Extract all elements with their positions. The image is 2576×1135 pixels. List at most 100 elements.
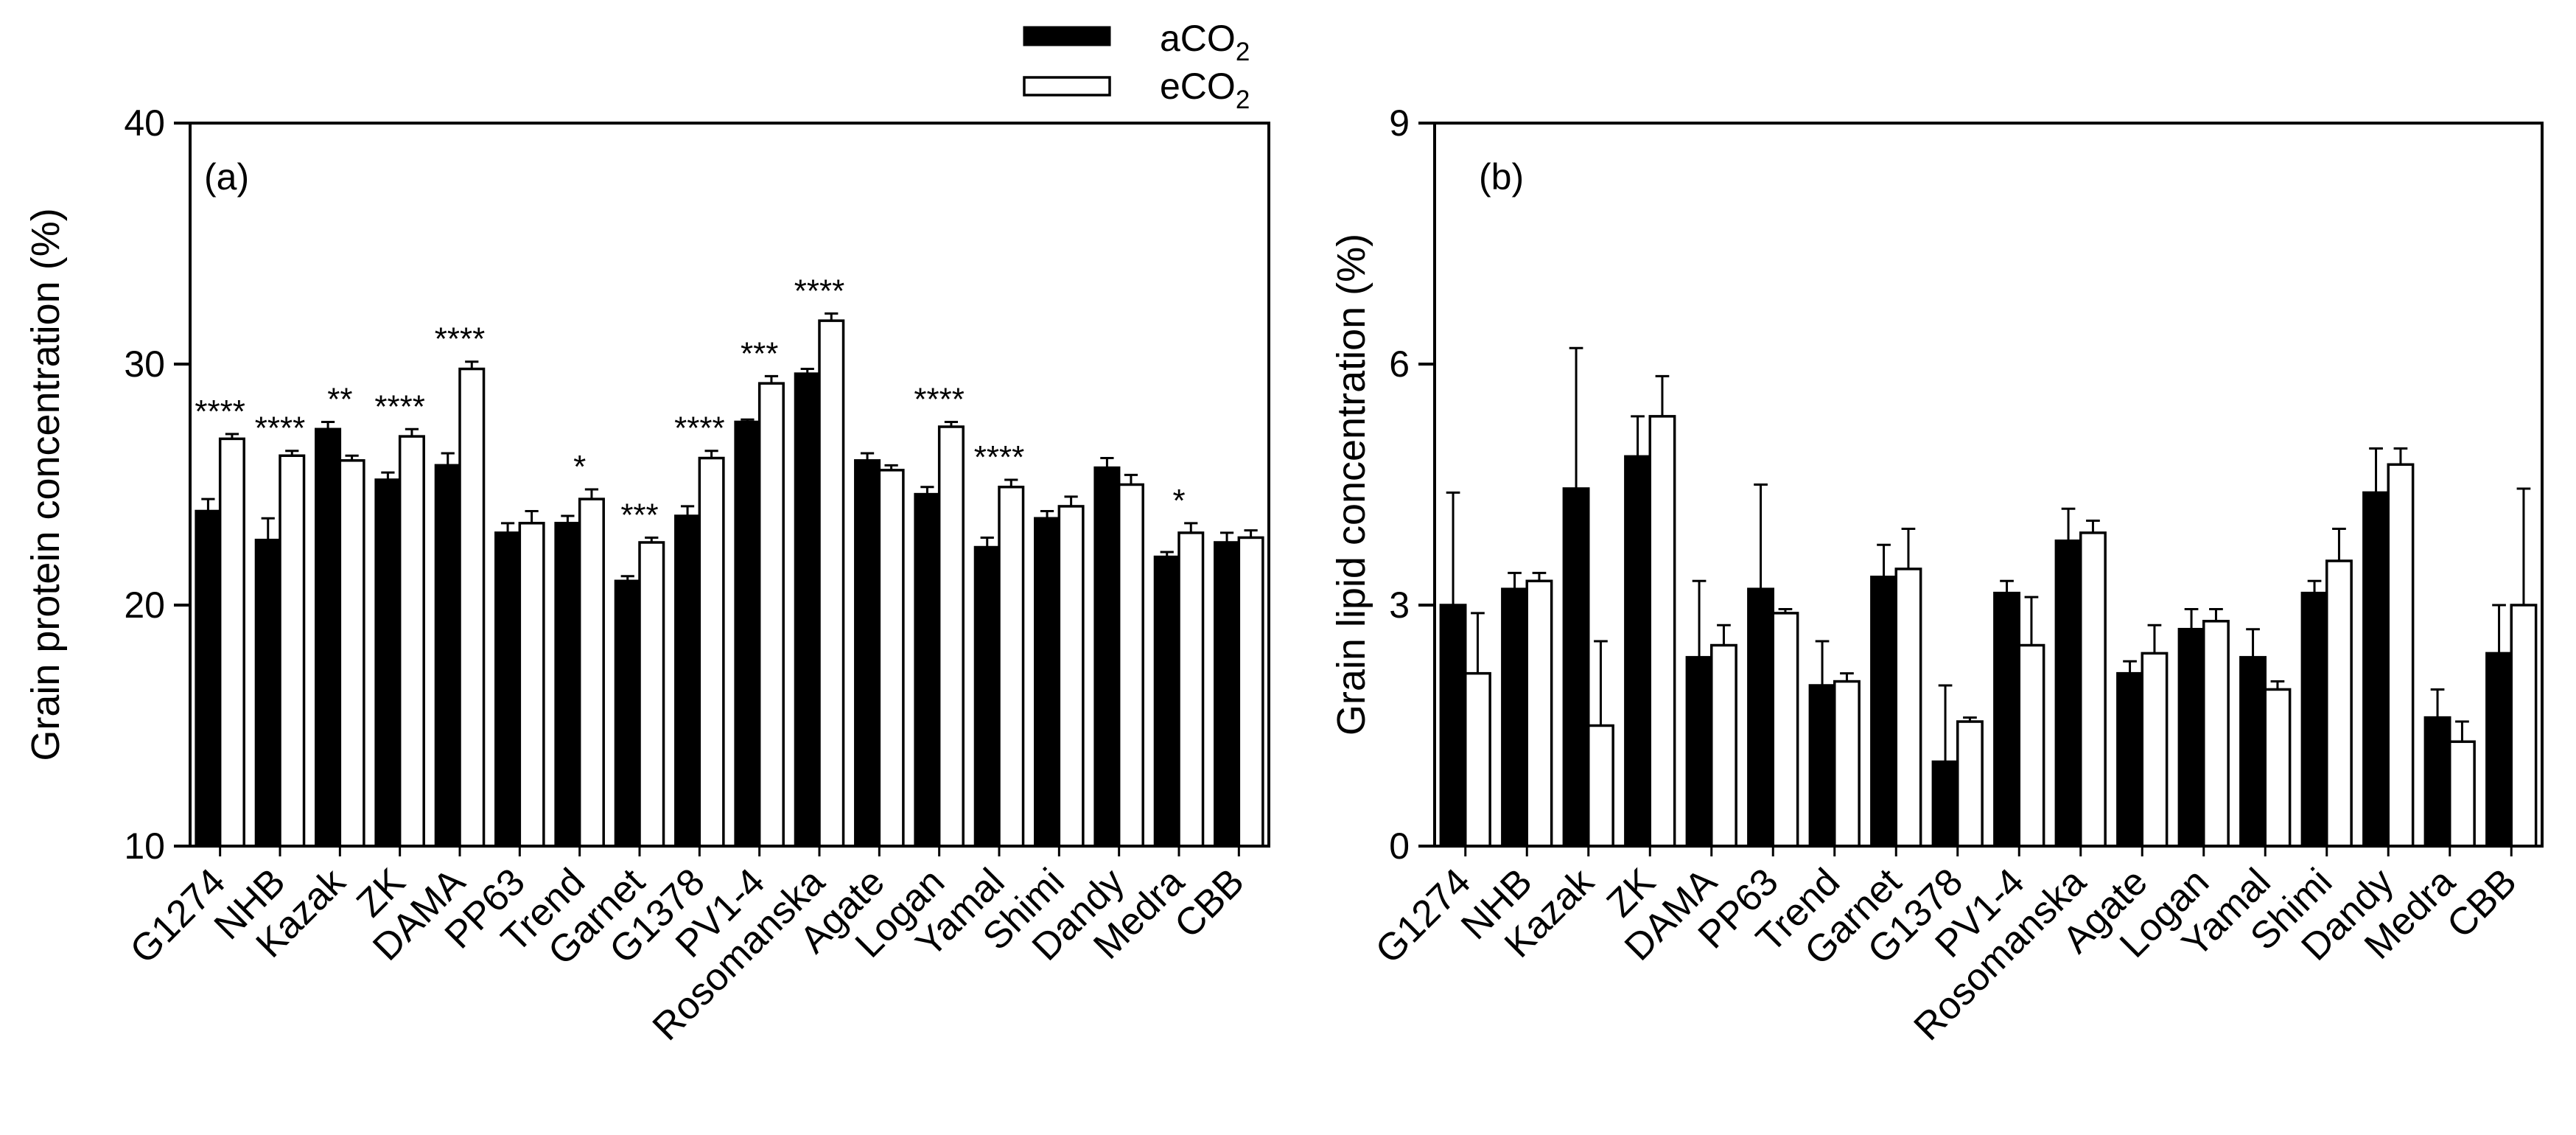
bar-eco2-garnet (638, 541, 665, 848)
panel-b-bars (1439, 346, 2538, 848)
bar-aco2-zk (1624, 455, 1652, 848)
bar-aco2-kazak (315, 427, 342, 848)
bar-eco2-g1274 (218, 437, 245, 848)
bar-eco2-dandy (2387, 463, 2415, 848)
bar-aco2-cbb (1214, 541, 1241, 848)
bar-eco2-logan (2202, 620, 2230, 848)
bar-eco2-dama (1710, 643, 1737, 848)
bar-eco2-medra (2449, 740, 2476, 848)
panel-b-lipid-chart: 0 3 6 9 G1274NHBKazakZKDAMAPP63TrendGarnetG… (1329, 102, 2544, 1049)
bar-aco2-g1274 (1439, 604, 1467, 848)
bar-eco2-rosomanska (818, 319, 845, 848)
panel-a-y-ticks: 10 20 30 40 (124, 102, 190, 867)
bar-eco2-kazak (338, 459, 365, 848)
bar-eco2-pp63 (1771, 612, 1799, 848)
bar-eco2-g1378 (698, 456, 725, 848)
bar-aco2-logan (914, 492, 941, 848)
bar-aco2-nhb (254, 538, 281, 848)
bar-eco2-agate (2141, 652, 2169, 848)
bar-eco2-pp63 (518, 522, 545, 848)
panel-a-significance-labels: **** ****** ******************************… (195, 273, 1185, 533)
bar-eco2-g1378 (1956, 720, 1984, 848)
significance-label: * (573, 449, 586, 485)
bar-eco2-cbb (1237, 536, 1264, 848)
bar-eco2-trend (1833, 680, 1861, 848)
significance-label: *** (741, 335, 778, 371)
bar-aco2-garnet (614, 579, 641, 848)
x-tick-label: CBB (1166, 860, 1253, 946)
panel-a-x-tick-labels: G1274NHBKazakZKDAMAPP63TrendGarnetG1378P… (122, 846, 1253, 1049)
significance-label: ** (327, 381, 352, 417)
bar-aco2-trend (1808, 684, 1836, 848)
bar-aco2-dama (434, 464, 461, 848)
bar-eco2-zk (1648, 415, 1676, 848)
significance-label: **** (674, 411, 725, 447)
panel-b-label: (b) (1479, 156, 1524, 198)
significance-label: **** (974, 439, 1025, 475)
bar-eco2-yamal (2264, 688, 2292, 848)
bar-aco2-agate (2116, 671, 2144, 848)
y-tick-label: 9 (1389, 102, 1410, 144)
bar-eco2-nhb (279, 454, 306, 848)
significance-label: * (1172, 483, 1185, 519)
bar-eco2-nhb (1525, 579, 1553, 848)
bar-eco2-shimi (2325, 559, 2353, 848)
bar-aco2-dandy (1093, 466, 1121, 848)
legend: aCO2 eCO2 (1023, 18, 1250, 114)
bar-aco2-shimi (2300, 591, 2328, 848)
bar-eco2-medra (1177, 531, 1205, 848)
bar-eco2-logan (937, 425, 965, 848)
bar-aco2-rosomanska (2054, 539, 2082, 848)
y-tick-label: 20 (124, 584, 165, 626)
bar-eco2-trend (578, 497, 605, 848)
significance-label: **** (195, 394, 245, 430)
significance-label: **** (914, 381, 965, 417)
significance-label: **** (374, 388, 425, 425)
significance-label: *** (620, 497, 658, 533)
bar-aco2-shimi (1034, 517, 1061, 848)
panel-b-y-axis-label: Grain lipid concentration (%) (1329, 234, 1373, 736)
significance-label: **** (435, 321, 486, 357)
bar-aco2-agate (854, 459, 881, 848)
bar-aco2-pp63 (1747, 587, 1775, 848)
bar-eco2-agate (878, 469, 905, 848)
bar-eco2-kazak (1587, 724, 1614, 848)
bar-eco2-rosomanska (2079, 531, 2107, 848)
legend-label-aco2: aCO2 (1160, 18, 1250, 66)
panel-b-y-ticks: 0 3 6 9 (1389, 102, 1435, 867)
bar-eco2-cbb (2510, 604, 2538, 848)
y-tick-label: 40 (124, 102, 165, 144)
panel-a-bars (195, 312, 1264, 848)
bar-aco2-yamal (973, 545, 1001, 848)
panel-b-plot-frame (1433, 122, 2544, 848)
bar-eco2-shimi (1057, 505, 1085, 848)
bar-eco2-yamal (998, 486, 1025, 848)
y-tick-label: 3 (1389, 584, 1410, 626)
bar-aco2-rosomanska (794, 372, 821, 848)
x-tick-label: CBB (2439, 860, 2525, 946)
y-tick-label: 10 (124, 825, 165, 867)
legend-label-eco2: eCO2 (1160, 66, 1250, 114)
legend-swatch-aco2 (1023, 26, 1111, 46)
panel-a-plot-frame (189, 122, 1270, 848)
bar-aco2-dama (1685, 656, 1713, 848)
y-tick-label: 0 (1389, 825, 1410, 867)
bar-eco2-g1274 (1464, 671, 1491, 848)
bar-aco2-cbb (2485, 652, 2513, 848)
bar-aco2-g1378 (674, 514, 701, 848)
significance-label: **** (255, 411, 306, 447)
y-tick-label: 6 (1389, 343, 1410, 385)
bar-aco2-nhb (1501, 587, 1528, 848)
bar-aco2-pv1-4 (734, 420, 761, 848)
bar-aco2-pp63 (494, 531, 522, 848)
bar-eco2-garnet (1894, 568, 1922, 848)
panel-b-x-tick-labels: G1274NHBKazakZKDAMAPP63TrendGarnetG1378P… (1368, 846, 2525, 1049)
bar-aco2-zk (374, 478, 402, 848)
bar-aco2-g1274 (195, 509, 222, 848)
y-tick-label: 30 (124, 343, 165, 385)
bar-aco2-pv1-4 (1993, 591, 2021, 848)
legend-swatch-eco2 (1023, 76, 1111, 97)
bar-aco2-kazak (1562, 487, 1590, 848)
bar-aco2-trend (554, 522, 581, 848)
